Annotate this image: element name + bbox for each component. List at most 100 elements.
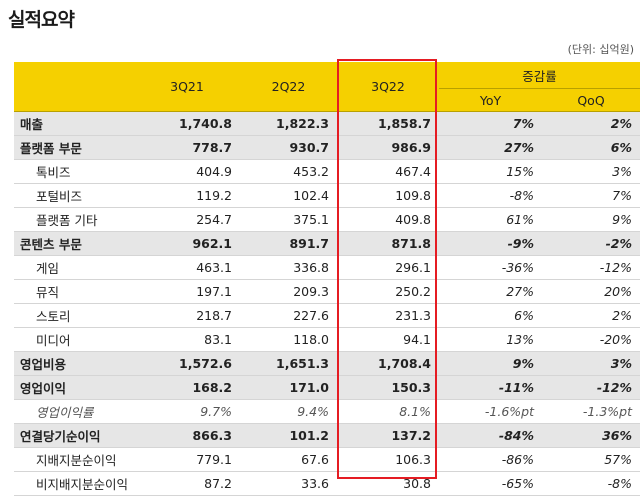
cell-qoq: 7% xyxy=(542,183,640,208)
cell-2q22: 453.2 xyxy=(240,159,337,184)
row-label: 플랫폼 부문 xyxy=(14,135,134,160)
row-label: 연결당기순이익 xyxy=(14,423,134,448)
cell-2q22: 1,822.3 xyxy=(240,111,337,136)
cell-2q22: 375.1 xyxy=(240,207,337,232)
cell-3q21: 87.2 xyxy=(134,471,240,496)
cell-yoy: -65% xyxy=(439,471,542,496)
cell-qoq: 2% xyxy=(542,111,640,136)
cell-3q22: 109.8 xyxy=(337,183,439,208)
cell-2q22: 1,651.3 xyxy=(240,351,337,376)
header-3q22: 3Q22 xyxy=(337,62,439,112)
header-blank xyxy=(14,62,134,112)
cell-yoy: -9% xyxy=(439,231,542,256)
cell-yoy: -36% xyxy=(439,255,542,280)
cell-yoy: 15% xyxy=(439,159,542,184)
highlight-3q22-column xyxy=(337,59,437,479)
row-label: 영업비용 xyxy=(14,351,134,376)
cell-3q22: 231.3 xyxy=(337,303,439,328)
cell-2q22: 227.6 xyxy=(240,303,337,328)
cell-yoy: 13% xyxy=(439,327,542,352)
row-label: 콘텐츠 부문 xyxy=(14,231,134,256)
cell-2q22: 33.6 xyxy=(240,471,337,496)
cell-qoq: 20% xyxy=(542,279,640,304)
cell-3q22: 250.2 xyxy=(337,279,439,304)
cell-qoq: -12% xyxy=(542,375,640,400)
cell-3q22: 106.3 xyxy=(337,447,439,472)
cell-2q22: 336.8 xyxy=(240,255,337,280)
table-row: 영업이익 168.2 171.0 150.3 -11% -12% xyxy=(14,375,640,400)
table-row: 톡비즈 404.9 453.2 467.4 15% 3% xyxy=(14,159,640,184)
row-label: 영업이익 xyxy=(14,375,134,400)
cell-3q21: 1,740.8 xyxy=(134,111,240,136)
cell-qoq: 2% xyxy=(542,303,640,328)
cell-qoq: 9% xyxy=(542,207,640,232)
cell-3q21: 962.1 xyxy=(134,231,240,256)
table-row: 포털비즈 119.2 102.4 109.8 -8% 7% xyxy=(14,183,640,208)
cell-qoq: -8% xyxy=(542,471,640,496)
cell-qoq: 57% xyxy=(542,447,640,472)
cell-2q22: 102.4 xyxy=(240,183,337,208)
cell-3q22: 1,708.4 xyxy=(337,351,439,376)
cell-3q21: 168.2 xyxy=(134,375,240,400)
cell-3q21: 83.1 xyxy=(134,327,240,352)
cell-yoy: -84% xyxy=(439,423,542,448)
row-label: 지배지분순이익 xyxy=(14,447,134,472)
table-row: 연결당기순이익 866.3 101.2 137.2 -84% 36% xyxy=(14,423,640,448)
header-yoy: YoY xyxy=(439,88,542,112)
cell-yoy: 27% xyxy=(439,279,542,304)
table-row: 플랫폼 기타 254.7 375.1 409.8 61% 9% xyxy=(14,207,640,232)
cell-3q21: 254.7 xyxy=(134,207,240,232)
row-label: 스토리 xyxy=(14,303,134,328)
page-title: 실적요약 xyxy=(8,9,75,31)
cell-qoq: -2% xyxy=(542,231,640,256)
cell-3q21: 779.1 xyxy=(134,447,240,472)
table-row: 미디어 83.1 118.0 94.1 13% -20% xyxy=(14,327,640,352)
cell-2q22: 118.0 xyxy=(240,327,337,352)
table-row: 뮤직 197.1 209.3 250.2 27% 20% xyxy=(14,279,640,304)
cell-qoq: 3% xyxy=(542,159,640,184)
table-row: 게임 463.1 336.8 296.1 -36% -12% xyxy=(14,255,640,280)
cell-3q22: 1,858.7 xyxy=(337,111,439,136)
cell-2q22: 930.7 xyxy=(240,135,337,160)
table-row: 스토리 218.7 227.6 231.3 6% 2% xyxy=(14,303,640,328)
cell-3q22: 467.4 xyxy=(337,159,439,184)
table-row: 영업이익률 9.7% 9.4% 8.1% -1.6%pt -1.3%pt xyxy=(14,399,640,424)
row-label: 매출 xyxy=(14,111,134,136)
table-row: 콘텐츠 부문 962.1 891.7 871.8 -9% -2% xyxy=(14,231,640,256)
row-label: 미디어 xyxy=(14,327,134,352)
cell-2q22: 209.3 xyxy=(240,279,337,304)
cell-yoy: 27% xyxy=(439,135,542,160)
cell-3q22: 150.3 xyxy=(337,375,439,400)
row-label: 포털비즈 xyxy=(14,183,134,208)
header-change-rate: 증감률 xyxy=(439,62,640,89)
cell-yoy: 9% xyxy=(439,351,542,376)
cell-yoy: -8% xyxy=(439,183,542,208)
cell-3q21: 1,572.6 xyxy=(134,351,240,376)
cell-qoq: 6% xyxy=(542,135,640,160)
table-row: 매출 1,740.8 1,822.3 1,858.7 7% 2% xyxy=(14,111,640,136)
cell-3q22: 871.8 xyxy=(337,231,439,256)
cell-3q21: 778.7 xyxy=(134,135,240,160)
cell-2q22: 891.7 xyxy=(240,231,337,256)
cell-2q22: 67.6 xyxy=(240,447,337,472)
table-row: 영업비용 1,572.6 1,651.3 1,708.4 9% 3% xyxy=(14,351,640,376)
cell-yoy: 61% xyxy=(439,207,542,232)
cell-yoy: -11% xyxy=(439,375,542,400)
cell-3q22: 986.9 xyxy=(337,135,439,160)
cell-2q22: 9.4% xyxy=(240,399,337,424)
cell-3q21: 119.2 xyxy=(134,183,240,208)
cell-3q21: 218.7 xyxy=(134,303,240,328)
cell-3q22: 94.1 xyxy=(337,327,439,352)
cell-3q21: 866.3 xyxy=(134,423,240,448)
table-row: 비지배지분순이익 87.2 33.6 30.8 -65% -8% xyxy=(14,471,640,496)
cell-3q21: 197.1 xyxy=(134,279,240,304)
header-row: 3Q21 2Q22 3Q22 증감률 xyxy=(14,62,640,112)
cell-qoq: 3% xyxy=(542,351,640,376)
unit-note: (단위: 십억원) xyxy=(567,43,634,56)
cell-yoy: 7% xyxy=(439,111,542,136)
cell-qoq: -20% xyxy=(542,327,640,352)
cell-3q21: 404.9 xyxy=(134,159,240,184)
table-row: 지배지분순이익 779.1 67.6 106.3 -86% 57% xyxy=(14,447,640,472)
cell-yoy: -86% xyxy=(439,447,542,472)
cell-3q22: 409.8 xyxy=(337,207,439,232)
